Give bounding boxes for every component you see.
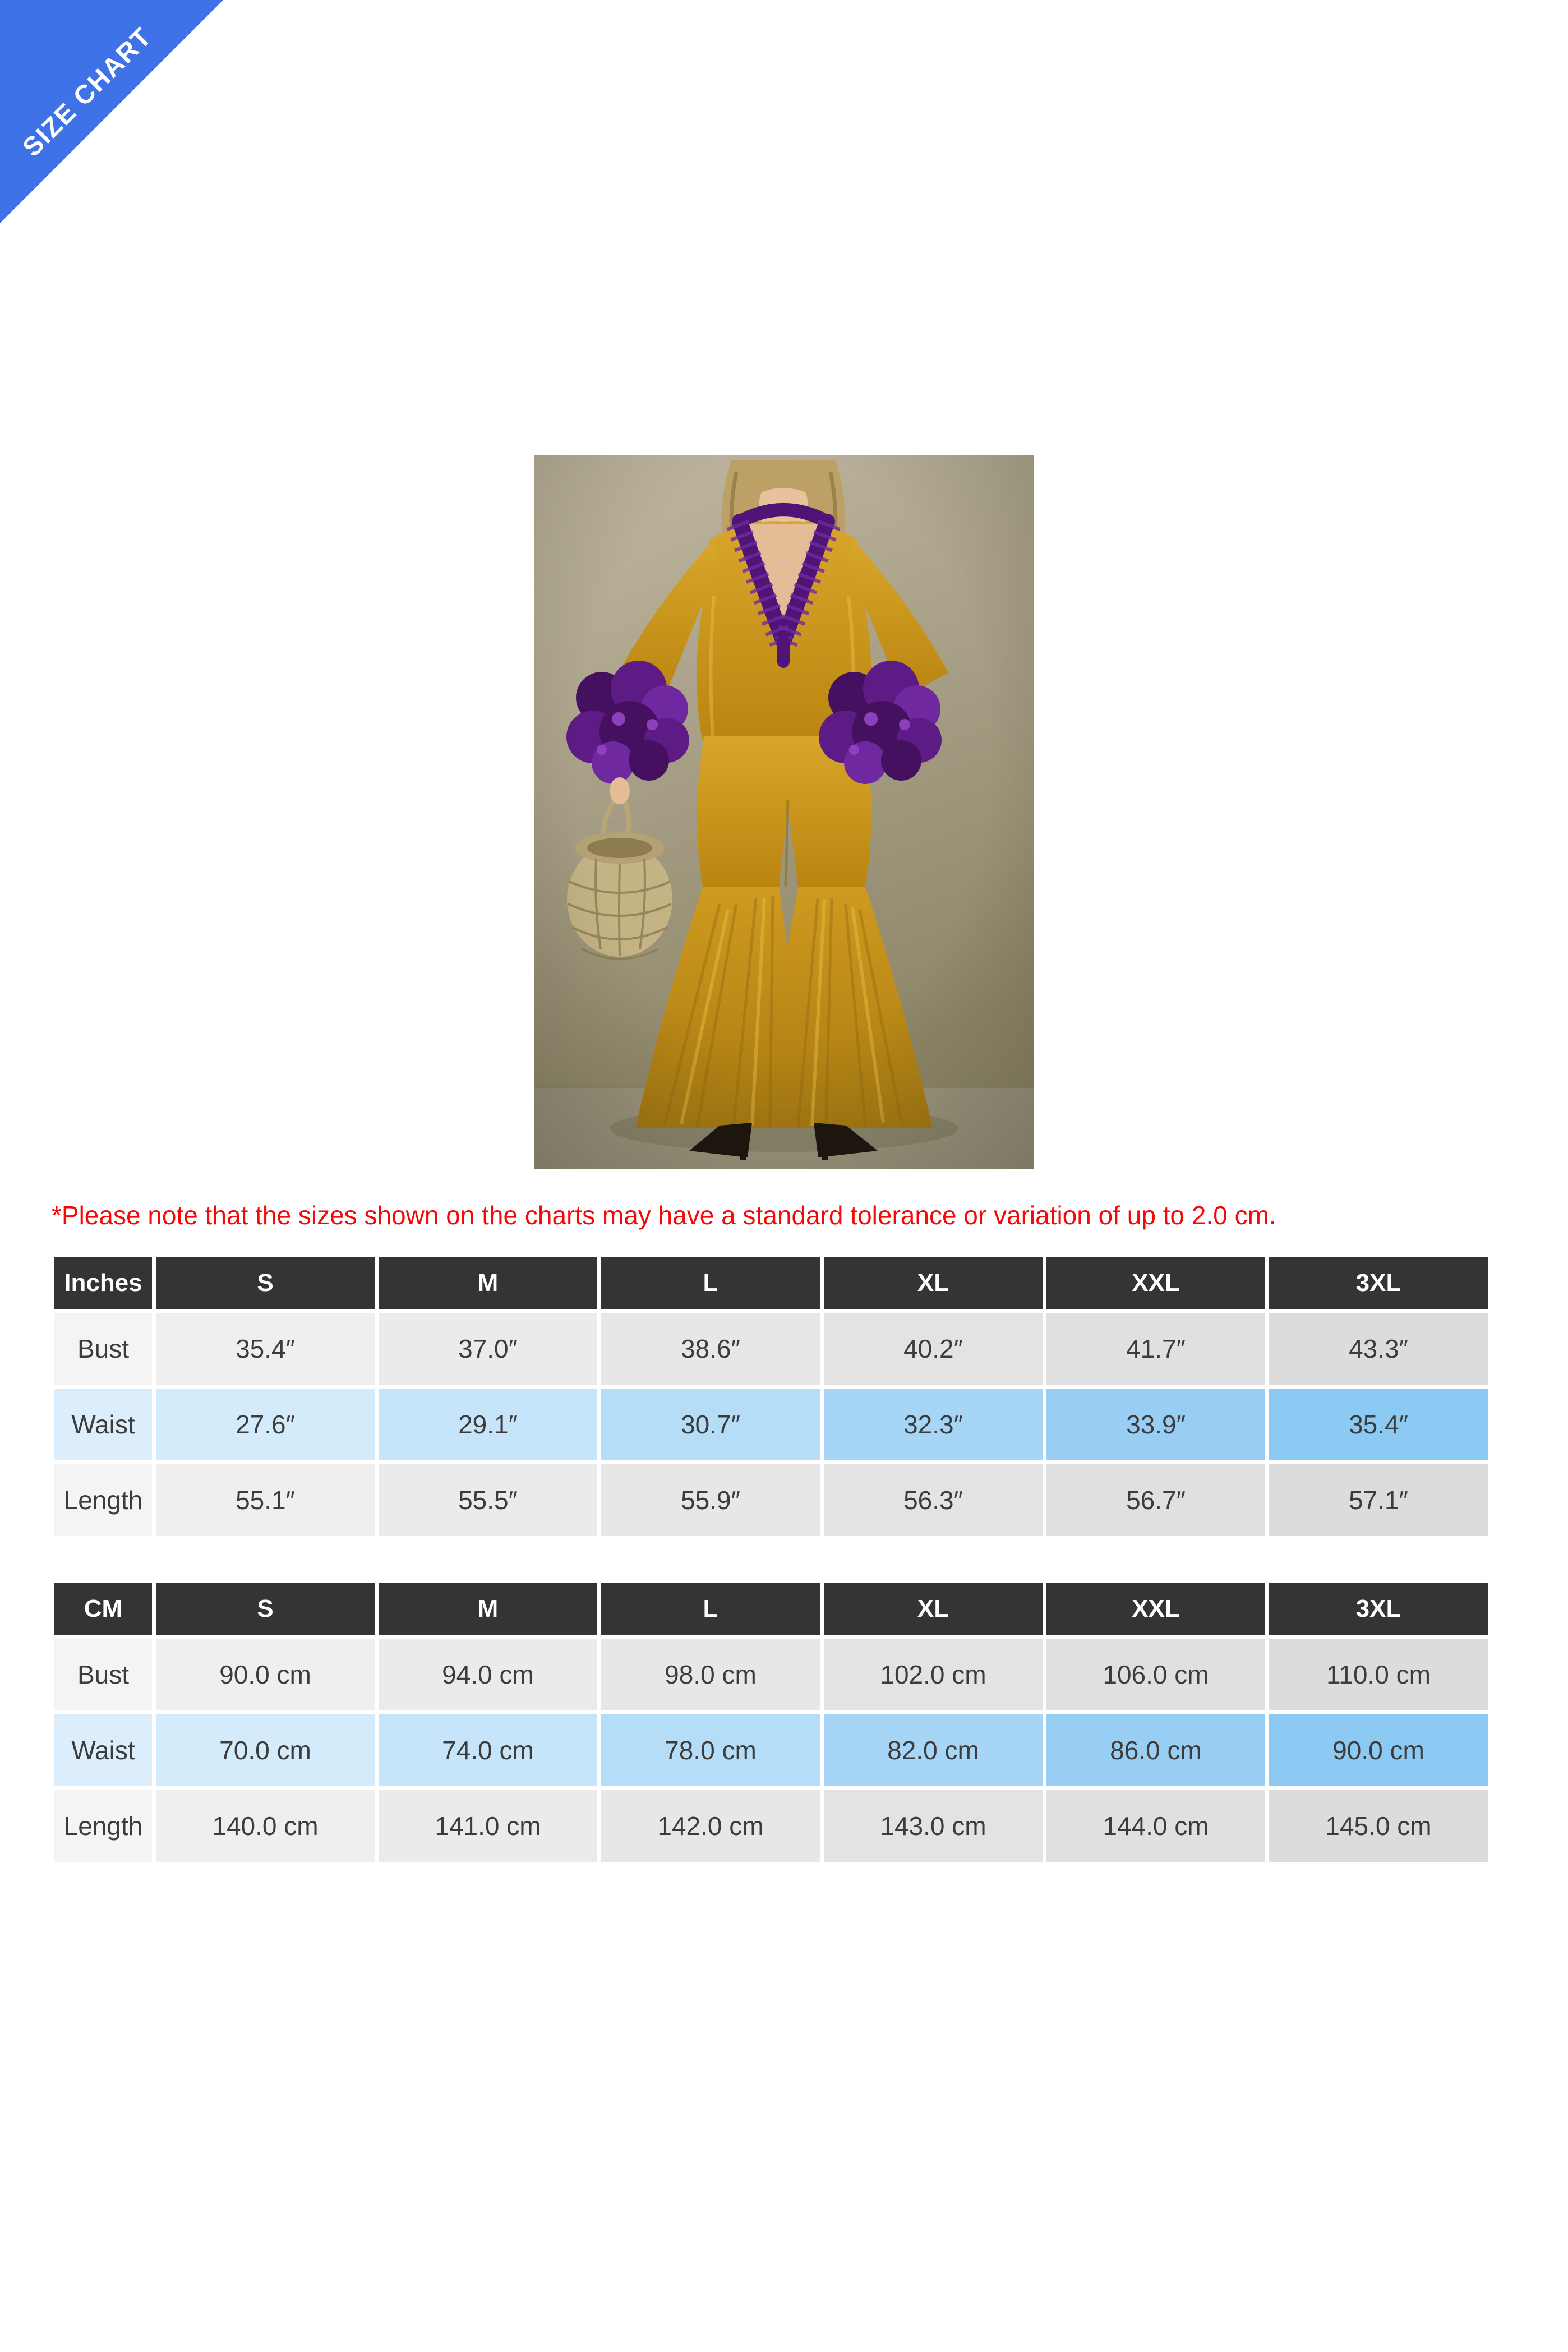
measurement-label: Bust	[54, 1313, 152, 1385]
size-chart-ribbon: SIZE CHART	[0, 0, 223, 223]
measurement-value: 110.0 cm	[1269, 1639, 1488, 1710]
measurement-value: 74.0 cm	[379, 1714, 597, 1786]
size-column-header: XL	[824, 1583, 1043, 1635]
measurement-row: Length 140.0 cm 141.0 cm 142.0 cm 143.0 cm 14…	[54, 1790, 1488, 1862]
measurement-value: 27.6″	[156, 1389, 375, 1460]
measurement-value: 56.7″	[1046, 1464, 1265, 1536]
size-column-header: XXL	[1046, 1257, 1265, 1309]
size-column-header: XL	[824, 1257, 1043, 1309]
size-column-header: L	[601, 1583, 820, 1635]
measurement-value: 29.1″	[379, 1389, 597, 1460]
measurement-value: 35.4″	[156, 1313, 375, 1385]
measurement-row: Bust 35.4″ 37.0″ 38.6″ 40.2″ 41.7″ 43.3″	[54, 1313, 1488, 1385]
tolerance-note: *Please note that the sizes shown on the…	[52, 1201, 1276, 1230]
measurement-value: 40.2″	[824, 1313, 1043, 1385]
size-column-header: S	[156, 1257, 375, 1309]
measurement-value: 142.0 cm	[601, 1790, 820, 1862]
measurement-value: 82.0 cm	[824, 1714, 1043, 1786]
measurement-value: 94.0 cm	[379, 1639, 597, 1710]
measurement-row: Length 55.1″ 55.5″ 55.9″ 56.3″ 56.7″ 57.1″	[54, 1464, 1488, 1536]
measurement-row: Waist 27.6″ 29.1″ 30.7″ 32.3″ 33.9″ 35.4″	[54, 1389, 1488, 1460]
measurement-label: Length	[54, 1464, 152, 1536]
measurement-value: 70.0 cm	[156, 1714, 375, 1786]
product-photo	[534, 455, 1034, 1169]
measurement-row: Waist 70.0 cm 74.0 cm 78.0 cm 82.0 cm 86.0 cm…	[54, 1714, 1488, 1786]
measurement-label: Length	[54, 1790, 152, 1862]
measurement-value: 33.9″	[1046, 1389, 1265, 1460]
size-table: Inches S M L XL XXL 3XL Bust 35.4″ 37.0″ 38.6″ 40.…	[50, 1253, 1492, 1540]
measurement-value: 144.0 cm	[1046, 1790, 1265, 1862]
measurement-value: 140.0 cm	[156, 1790, 375, 1862]
measurement-value: 55.5″	[379, 1464, 597, 1536]
measurement-value: 55.9″	[601, 1464, 820, 1536]
measurement-row: Bust 90.0 cm 94.0 cm 98.0 cm 102.0 cm 106.0 c…	[54, 1639, 1488, 1710]
measurement-value: 145.0 cm	[1269, 1790, 1488, 1862]
measurement-label: Waist	[54, 1389, 152, 1460]
size-column-header: M	[379, 1583, 597, 1635]
measurement-value: 32.3″	[824, 1389, 1043, 1460]
unit-header: CM	[54, 1583, 152, 1635]
product-photo-illustration	[534, 455, 1034, 1169]
size-column-header: 3XL	[1269, 1257, 1488, 1309]
cm-table-section: CM S M L XL XXL 3XL Bust 90.0 cm 94.0 cm 98.0 cm 1…	[50, 1579, 1492, 1866]
measurement-label: Waist	[54, 1714, 152, 1786]
size-table-header-row: CM S M L XL XXL 3XL	[54, 1583, 1488, 1635]
measurement-value: 57.1″	[1269, 1464, 1488, 1536]
size-column-header: S	[156, 1583, 375, 1635]
inches-table-section: Inches S M L XL XXL 3XL Bust 35.4″ 37.0″ 38.6″ 40.…	[50, 1253, 1492, 1540]
size-column-header: XXL	[1046, 1583, 1265, 1635]
size-table: CM S M L XL XXL 3XL Bust 90.0 cm 94.0 cm 98.0 cm 1…	[50, 1579, 1492, 1866]
measurement-value: 43.3″	[1269, 1313, 1488, 1385]
measurement-value: 56.3″	[824, 1464, 1043, 1536]
measurement-value: 143.0 cm	[824, 1790, 1043, 1862]
measurement-value: 55.1″	[156, 1464, 375, 1536]
measurement-value: 37.0″	[379, 1313, 597, 1385]
measurement-value: 106.0 cm	[1046, 1639, 1265, 1710]
measurement-value: 90.0 cm	[1269, 1714, 1488, 1786]
unit-header: Inches	[54, 1257, 152, 1309]
measurement-value: 41.7″	[1046, 1313, 1265, 1385]
measurement-value: 30.7″	[601, 1389, 820, 1460]
measurement-value: 35.4″	[1269, 1389, 1488, 1460]
size-column-header: L	[601, 1257, 820, 1309]
measurement-label: Bust	[54, 1639, 152, 1710]
measurement-value: 141.0 cm	[379, 1790, 597, 1862]
measurement-value: 102.0 cm	[824, 1639, 1043, 1710]
measurement-value: 38.6″	[601, 1313, 820, 1385]
measurement-value: 86.0 cm	[1046, 1714, 1265, 1786]
measurement-value: 78.0 cm	[601, 1714, 820, 1786]
size-chart-ribbon-label: SIZE CHART	[16, 21, 158, 163]
measurement-value: 90.0 cm	[156, 1639, 375, 1710]
size-table-header-row: Inches S M L XL XXL 3XL	[54, 1257, 1488, 1309]
size-column-header: 3XL	[1269, 1583, 1488, 1635]
size-column-header: M	[379, 1257, 597, 1309]
measurement-value: 98.0 cm	[601, 1639, 820, 1710]
